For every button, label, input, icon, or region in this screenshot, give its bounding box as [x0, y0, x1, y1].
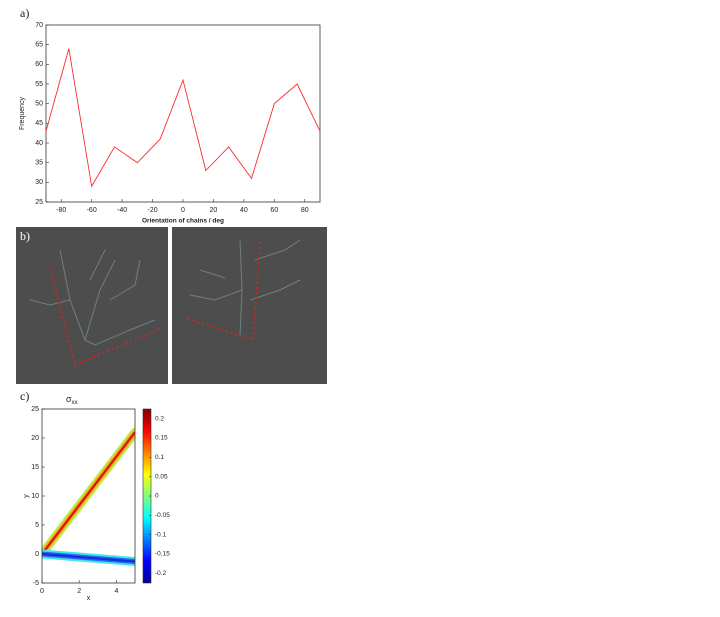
micrographs — [16, 227, 327, 384]
colorbar-tick-label: -0.1 — [155, 531, 167, 538]
panel-label: c) — [20, 389, 29, 403]
y-axis-label: y — [23, 494, 30, 498]
colorbar-tick-label: -0.2 — [155, 570, 167, 577]
y-tick-label: 0 — [35, 551, 39, 558]
y-tick-label: 40 — [35, 140, 43, 147]
y-axis-label: Frequency — [19, 96, 26, 130]
x-tick-label: 0 — [181, 207, 185, 214]
x-tick-label: 0 — [40, 588, 44, 595]
x-tick-label: 4 — [114, 588, 118, 595]
y-tick-label: 50 — [35, 101, 43, 108]
band-core — [42, 553, 135, 563]
colorbar-tick-label: 0.2 — [155, 415, 164, 422]
y-tick-label: 25 — [31, 406, 39, 413]
colorbar-tick-label: -0.15 — [155, 551, 170, 558]
y-tick-label: 70 — [35, 22, 43, 29]
y-tick-label: 60 — [35, 61, 43, 68]
y-tick-label: 45 — [35, 120, 43, 127]
y-tick-label: 30 — [35, 179, 43, 186]
panel-label: a) — [20, 6, 29, 20]
x-tick-label: -60 — [87, 207, 97, 214]
y-tick-label: 55 — [35, 81, 43, 88]
y-tick-label: -5 — [33, 580, 39, 587]
y-tick-label: 65 — [35, 42, 43, 49]
plot-frame — [45, 24, 321, 203]
band-core — [42, 431, 135, 555]
colorbar-tick-label: 0.05 — [155, 473, 168, 480]
y-tick-label: 35 — [35, 160, 43, 167]
colorbar-tick-label: 0 — [155, 493, 159, 500]
chart-title: σxx — [66, 394, 78, 405]
colorbar-tick-label: 0.15 — [155, 435, 168, 442]
colorbar-tick-label: -0.05 — [155, 512, 170, 519]
field-plot — [42, 427, 135, 567]
y-tick-label: 20 — [31, 435, 39, 442]
x-tick-label: -40 — [117, 207, 127, 214]
y-tick-label: 25 — [35, 199, 43, 206]
x-tick-label: 80 — [301, 207, 309, 214]
x-tick-label: -80 — [56, 207, 66, 214]
title-sub: xx — [72, 400, 78, 406]
y-tick-label: 10 — [31, 493, 39, 500]
y-tick-label: 15 — [31, 464, 39, 471]
x-tick-label: 20 — [210, 207, 218, 214]
panel-label: b) — [20, 229, 30, 243]
colorbar-tick-label: 0.1 — [155, 454, 164, 461]
title-main: σ — [66, 394, 72, 404]
line-series — [45, 48, 321, 188]
x-tick-label: 40 — [240, 207, 248, 214]
x-axis-label: Orientation of chains / deg — [142, 218, 224, 225]
x-tick-label: 60 — [270, 207, 278, 214]
x-tick-label: -20 — [147, 207, 157, 214]
x-tick-label: 2 — [77, 588, 81, 595]
x-axis-label: x — [87, 595, 91, 602]
y-tick-label: 5 — [35, 522, 39, 529]
